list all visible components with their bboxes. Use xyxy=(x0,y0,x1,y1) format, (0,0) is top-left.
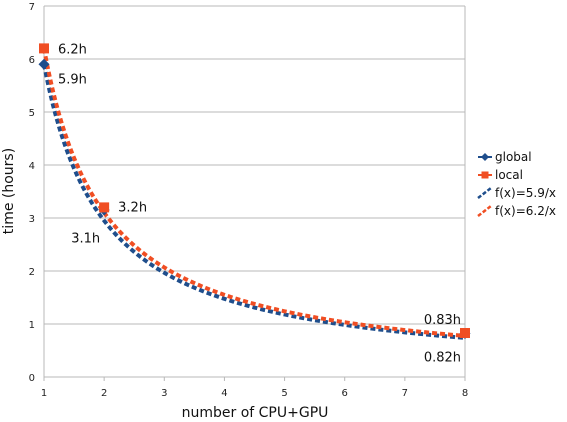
x-tick-label-2: 2 xyxy=(101,388,107,399)
data-label-3.2h: 3.2h xyxy=(118,200,147,215)
y-tick-label-5: 5 xyxy=(29,108,35,119)
marker-local-x2 xyxy=(99,202,110,213)
legend-marker-global xyxy=(481,153,489,161)
data-label-0.82h: 0.82h xyxy=(424,351,461,366)
y-tick-label-2: 2 xyxy=(29,267,35,278)
fit-curve-1 xyxy=(42,63,466,340)
fit-curves xyxy=(42,48,466,340)
data-label-5.9h: 5.9h xyxy=(58,72,87,87)
fit-curve-2 xyxy=(42,48,466,338)
legend-label-f-x-6-2-x: f(x)=6.2/x xyxy=(495,204,556,218)
gridlines xyxy=(43,5,466,381)
data-labels: 6.2h 5.9h 3.2h 3.1h 0.83h 0.82h xyxy=(58,42,461,365)
data-markers xyxy=(38,43,471,340)
x-tick-label-1: 1 xyxy=(41,388,47,399)
data-label-0.83h: 0.83h xyxy=(424,313,461,328)
x-tick-label-8: 8 xyxy=(462,388,468,399)
y-tick-label-3: 3 xyxy=(29,214,35,225)
legend-label-global: global xyxy=(495,150,532,164)
y-tick-label-6: 6 xyxy=(29,55,35,66)
legend-line-f-x-5-9-x xyxy=(477,187,492,199)
legend: global local f(x)=5.9/x f(x)=6.2/x xyxy=(477,150,556,218)
marker-local-x8 xyxy=(460,328,470,339)
y-tick-label-4: 4 xyxy=(29,161,35,172)
y-tick-label-1: 1 xyxy=(29,320,35,331)
legend-line-f-x-6-2-x xyxy=(477,205,492,217)
x-tick-label-4: 4 xyxy=(221,388,227,399)
data-label-3.1h: 3.1h xyxy=(71,232,100,247)
y-tick-label-7: 7 xyxy=(29,2,35,13)
y-axis-title: time (hours) xyxy=(1,148,17,234)
y-tick-label-0: 0 xyxy=(29,373,35,384)
legend-label-f-x-5-9-x: f(x)=5.9/x xyxy=(495,186,556,200)
legend-marker-local xyxy=(481,171,489,179)
x-tick-label-5: 5 xyxy=(281,388,287,399)
legend-label-local: local xyxy=(495,168,523,182)
x-tick-label-3: 3 xyxy=(161,388,167,399)
data-label-6.2h: 6.2h xyxy=(58,42,87,57)
x-tick-label-6: 6 xyxy=(342,388,348,399)
x-tick-label-7: 7 xyxy=(402,388,408,399)
marker-global-x1 xyxy=(38,58,50,70)
marker-local-x1 xyxy=(39,43,49,54)
x-axis-title: number of CPU+GPU xyxy=(182,405,329,421)
